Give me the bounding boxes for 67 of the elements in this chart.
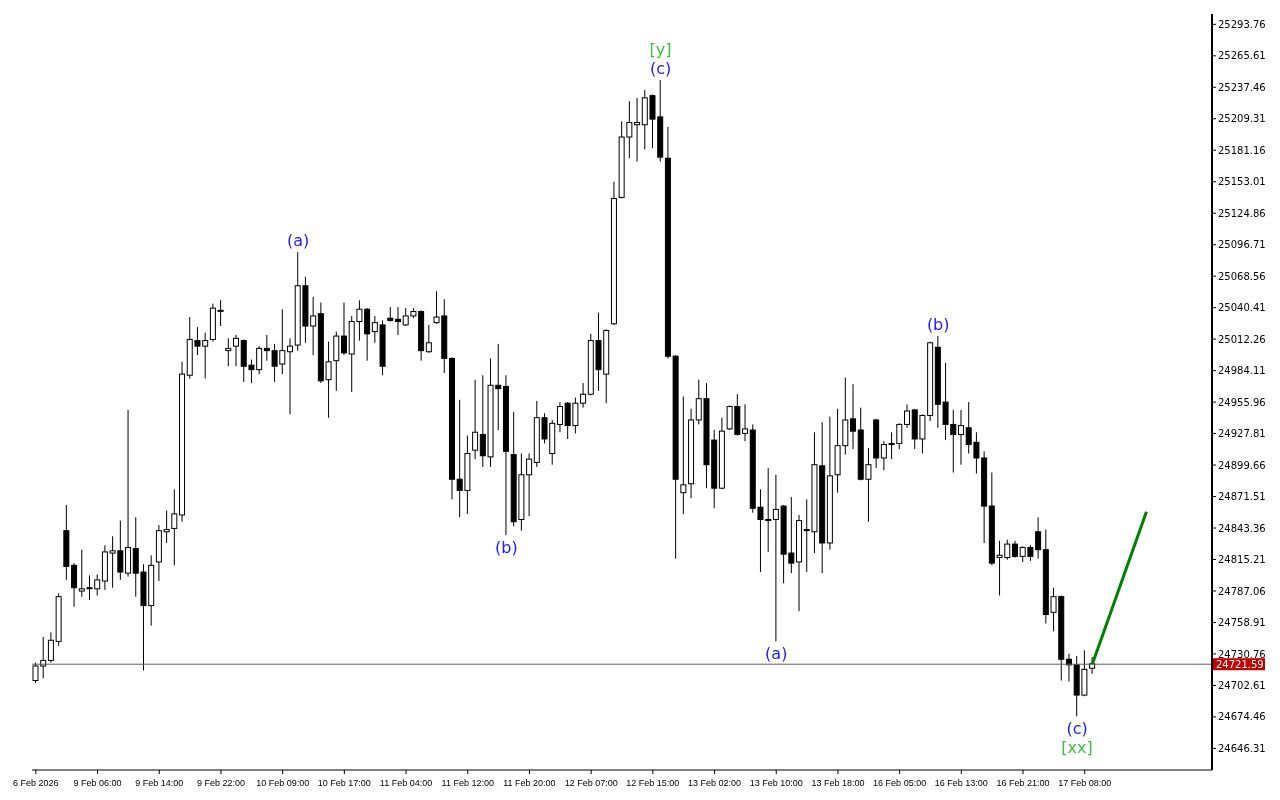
annotation: (b) bbox=[494, 538, 518, 558]
y-tick-label: 25209.31 bbox=[1218, 113, 1266, 125]
annotation: (a) bbox=[765, 644, 788, 664]
y-tick-label: 25181.16 bbox=[1218, 144, 1266, 156]
annotation: [xx] bbox=[1061, 738, 1093, 758]
x-tick-label: 16 Feb 21:00 bbox=[996, 778, 1050, 788]
y-tick-label: 24787.06 bbox=[1218, 585, 1266, 597]
x-tick-label: 11 Feb 20:00 bbox=[503, 778, 556, 788]
x-tick-label: 12 Feb 15:00 bbox=[626, 778, 680, 788]
y-tick-label: 24674.46 bbox=[1218, 711, 1266, 723]
candlestick bbox=[680, 395, 687, 515]
candlestick bbox=[233, 334, 240, 367]
y-tick-label: 25068.56 bbox=[1218, 270, 1266, 282]
candlestick bbox=[556, 401, 563, 433]
y-tick-label: 24955.96 bbox=[1218, 396, 1266, 408]
y-tick-label: 25012.26 bbox=[1218, 333, 1266, 345]
candlestick bbox=[341, 302, 347, 356]
y-tick-label: 25096.71 bbox=[1218, 239, 1266, 251]
y-tick-label: 24927.81 bbox=[1218, 428, 1266, 440]
x-tick-label: 9 Feb 06:00 bbox=[73, 778, 122, 788]
y-tick-label: 25040.41 bbox=[1218, 302, 1266, 314]
candlestick bbox=[850, 383, 857, 450]
annotation: (b) bbox=[926, 315, 950, 335]
x-tick-label: 13 Feb 02:00 bbox=[688, 778, 742, 788]
x-tick-label: 13 Feb 10:00 bbox=[749, 778, 803, 788]
annotation: [y] bbox=[649, 39, 672, 59]
y-tick-label: 25153.01 bbox=[1218, 176, 1266, 188]
candlestick bbox=[394, 306, 401, 336]
candlestick bbox=[1065, 653, 1072, 683]
annotation: (c) bbox=[649, 58, 672, 78]
y-tick-label: 24843.36 bbox=[1218, 522, 1266, 534]
x-tick-label: 16 Feb 05:00 bbox=[873, 778, 927, 788]
x-tick-label: 11 Feb 12:00 bbox=[441, 778, 494, 788]
x-tick-label: 16 Feb 13:00 bbox=[934, 778, 988, 788]
candlestick bbox=[171, 488, 178, 566]
x-tick-label: 10 Feb 17:00 bbox=[317, 778, 371, 788]
x-tick-label: 10 Feb 09:00 bbox=[256, 778, 310, 788]
y-tick-label: 24730.76 bbox=[1218, 648, 1266, 660]
y-tick-label: 25237.46 bbox=[1218, 81, 1266, 93]
x-tick-label: 9 Feb 14:00 bbox=[135, 778, 184, 788]
x-tick-label: 17 Feb 08:00 bbox=[1058, 778, 1112, 788]
y-tick-label: 24702.61 bbox=[1218, 679, 1266, 691]
candlestick bbox=[742, 403, 749, 442]
x-tick-label: 12 Feb 07:00 bbox=[564, 778, 618, 788]
candlestick bbox=[287, 337, 294, 415]
annotation: (a) bbox=[286, 231, 310, 251]
candlestick bbox=[225, 337, 232, 367]
y-tick-label: 25124.86 bbox=[1218, 207, 1266, 219]
x-tick-label: 9 Feb 22:00 bbox=[196, 778, 245, 788]
x-tick-label: 11 Feb 04:00 bbox=[379, 778, 433, 788]
x-tick-label: 13 Feb 18:00 bbox=[811, 778, 865, 788]
y-tick-label: 24758.91 bbox=[1218, 617, 1266, 629]
candlestick bbox=[904, 403, 910, 429]
y-tick-label: 24815.21 bbox=[1218, 554, 1266, 566]
y-tick-label: 25265.61 bbox=[1218, 50, 1266, 62]
y-tick-label: 24984.11 bbox=[1218, 365, 1266, 377]
y-tick-label: 25293.76 bbox=[1218, 18, 1266, 30]
y-tick-label: 24646.31 bbox=[1218, 742, 1266, 754]
candlestick bbox=[472, 379, 479, 460]
x-tick-label: 6 Feb 2026 bbox=[13, 778, 59, 788]
candlestick bbox=[957, 409, 964, 466]
y-tick-label: 24871.51 bbox=[1218, 491, 1266, 503]
annotation: (c) bbox=[1066, 719, 1088, 739]
ref-line-label: 24721.59 bbox=[1216, 659, 1264, 671]
candlestick bbox=[425, 324, 432, 354]
candlestick bbox=[71, 562, 78, 608]
y-tick-label: 24899.66 bbox=[1218, 459, 1266, 471]
